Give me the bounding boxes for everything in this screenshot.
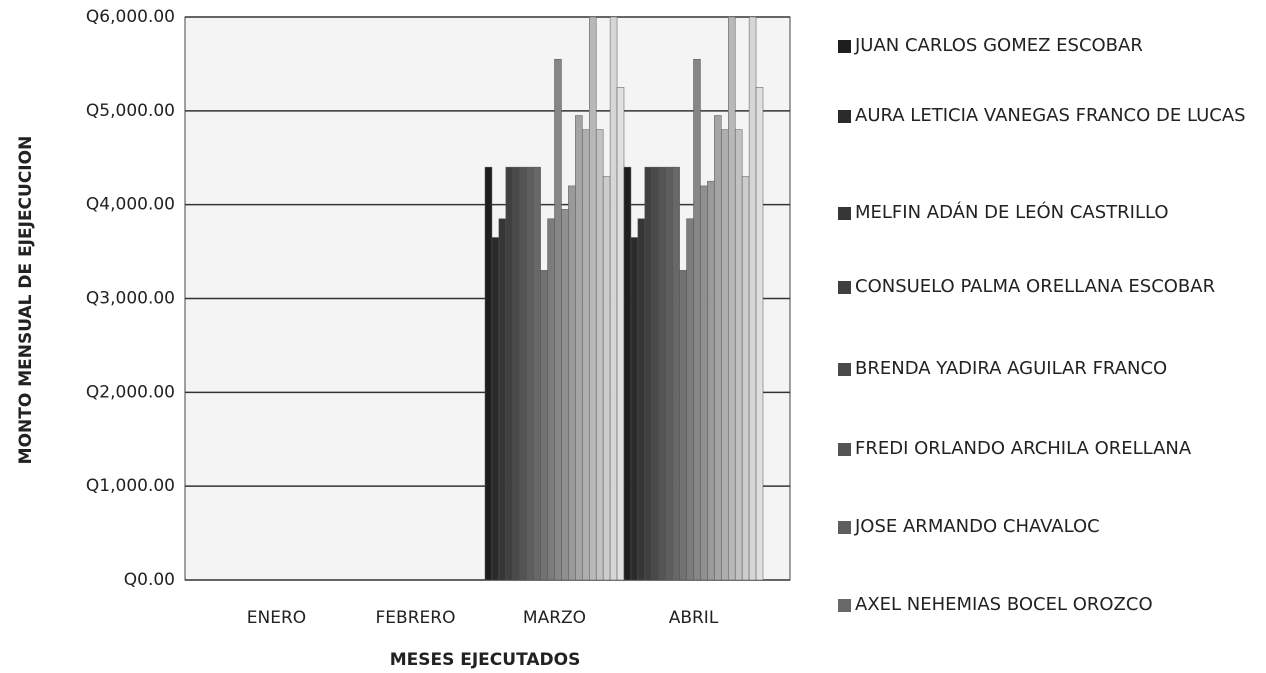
legend-item: BRENDA YADIRA AGUILAR FRANCO (838, 355, 1258, 383)
bar (616, 87, 625, 581)
y-tick-label: Q3,000.00 (86, 289, 175, 309)
bar (582, 129, 590, 581)
bar (644, 166, 653, 581)
y-tick-label: Q2,000.00 (86, 382, 175, 402)
bar (630, 237, 639, 581)
bar (484, 166, 493, 581)
bar (547, 218, 555, 581)
bar (561, 209, 569, 581)
legend-label: FREDI ORLANDO ARCHILA ORELLANA (855, 438, 1192, 459)
bar (554, 58, 562, 581)
bar (505, 166, 514, 581)
bar (658, 166, 666, 581)
bar (589, 16, 597, 581)
legend-swatch (838, 599, 851, 612)
legend-swatch (838, 521, 851, 534)
y-tick-label: Q1,000.00 (86, 476, 175, 496)
x-tick-label: FEBRERO (376, 608, 456, 628)
bar (651, 166, 659, 581)
legend-label: BRENDA YADIRA AGUILAR FRANCO (855, 358, 1168, 379)
bar (686, 218, 694, 581)
legend-swatch (838, 443, 851, 456)
bar (741, 176, 750, 581)
legend-item: JOSE ARMANDO CHAVALOC (838, 513, 1258, 541)
bar (540, 270, 548, 581)
bar (748, 16, 757, 581)
y-tick-label: Q5,000.00 (86, 101, 175, 121)
bar (568, 185, 576, 581)
legend-swatch (838, 110, 851, 123)
bar (755, 87, 764, 581)
bar (714, 115, 722, 581)
bar (512, 166, 520, 581)
bar (602, 176, 611, 581)
bar (700, 185, 708, 581)
legend-item: AXEL NEHEMIAS BOCEL OROZCO (838, 591, 1258, 619)
bar (533, 166, 541, 581)
legend-swatch (838, 207, 851, 220)
legend-label: MELFIN ADÁN DE LEÓN CASTRILLO (855, 202, 1169, 223)
bar (665, 166, 673, 581)
x-axis-label: MESES EJECUTADOS (390, 650, 581, 670)
bar (728, 16, 736, 581)
bar (693, 58, 701, 581)
x-tick-label: ENERO (247, 608, 306, 628)
bar (575, 115, 583, 581)
y-axis-label: MONTO MENSUAL DE EJEJECUCION (16, 136, 36, 465)
y-tick-label: Q0.00 (124, 570, 175, 590)
bar (498, 218, 507, 581)
bar (672, 166, 680, 581)
bar (623, 166, 632, 581)
bar (637, 218, 646, 581)
bar (526, 166, 534, 581)
legend-label: JUAN CARLOS GOMEZ ESCOBAR (855, 35, 1143, 56)
bar (721, 129, 729, 581)
bar (707, 180, 715, 581)
y-tick-label: Q6,000.00 (86, 7, 175, 27)
bar (519, 166, 527, 581)
legend-swatch (838, 363, 851, 376)
legend-label: AXEL NEHEMIAS BOCEL OROZCO (855, 594, 1153, 615)
x-tick-label: ABRIL (669, 608, 719, 628)
bar (491, 237, 500, 581)
legend-label: AURA LETICIA VANEGAS FRANCO DE LUCAS (855, 105, 1246, 126)
bar (609, 16, 618, 581)
legend-swatch (838, 40, 851, 53)
legend-item: CONSUELO PALMA ORELLANA ESCOBAR (838, 273, 1258, 301)
legend-swatch (838, 281, 851, 294)
y-tick-label: Q4,000.00 (86, 195, 175, 215)
legend-item: JUAN CARLOS GOMEZ ESCOBAR (838, 32, 1258, 60)
legend-item: FREDI ORLANDO ARCHILA ORELLANA (838, 435, 1258, 463)
bar (595, 129, 604, 581)
legend-item: AURA LETICIA VANEGAS FRANCO DE LUCAS (838, 102, 1258, 130)
x-tick-label: MARZO (523, 608, 586, 628)
legend-label: JOSE ARMANDO CHAVALOC (855, 516, 1100, 537)
legend-item: MELFIN ADÁN DE LEÓN CASTRILLO (838, 199, 1258, 227)
bar (679, 270, 687, 581)
bar (734, 129, 743, 581)
legend-label: CONSUELO PALMA ORELLANA ESCOBAR (855, 276, 1216, 297)
